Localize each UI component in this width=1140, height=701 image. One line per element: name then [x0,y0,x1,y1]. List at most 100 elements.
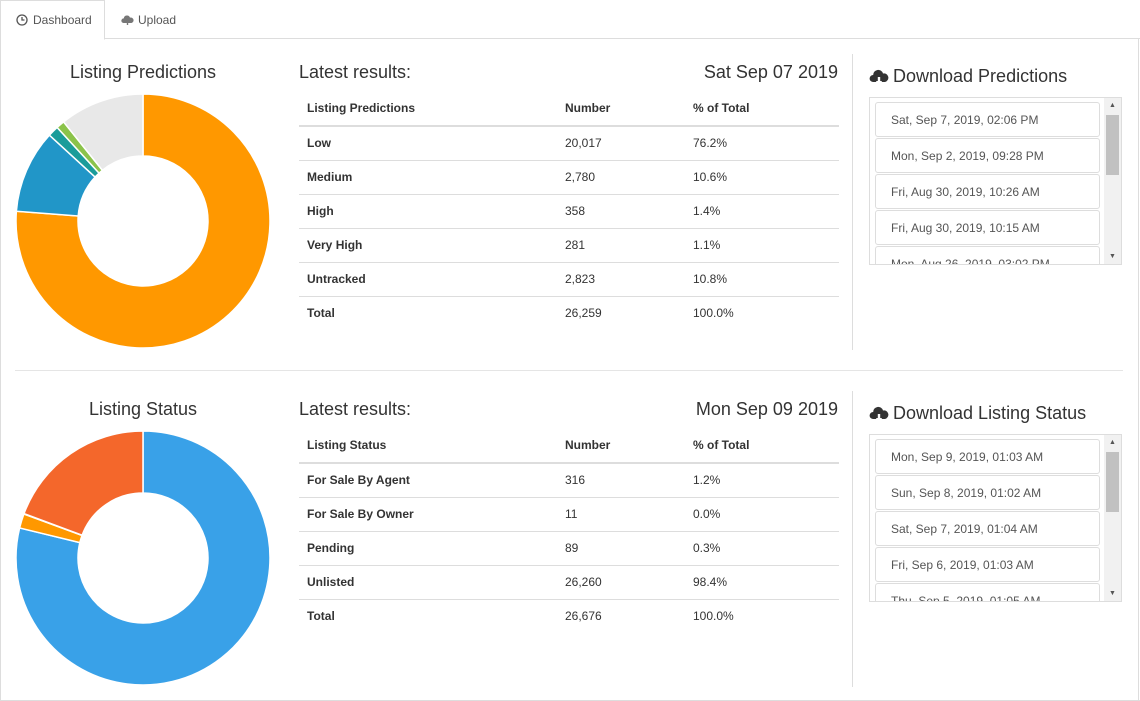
download-item[interactable]: Fri, Sep 6, 2019, 01:03 AM [875,547,1100,582]
donut-slice-untracked[interactable] [62,93,144,172]
donut-slice-low[interactable] [15,93,271,349]
cloud-download-icon [869,406,889,422]
section-divider [15,370,1123,371]
scroll-thumb[interactable] [1106,115,1119,175]
row-number: 2,823 [557,262,685,297]
status-latest-label: Latest results: [299,399,412,419]
predictions-donut-chart [15,93,271,349]
row-label: For Sale By Owner [299,497,557,532]
row-label: Total [307,609,335,624]
row-percent: 10.8% [685,262,839,297]
predictions-section: Listing Predictions Latest results: Sat … [0,40,1140,360]
download-predictions-label: Download Predictions [893,66,1068,86]
download-item[interactable]: Fri, Aug 30, 2019, 10:26 AM [875,174,1100,209]
scroll-thumb[interactable] [1106,452,1119,512]
row-label: Medium [299,160,557,195]
table-row: For Sale By Agent 316 1.2% [299,463,839,498]
row-number: 26,260 [557,565,685,600]
table-row: Unlisted 26,260 98.4% [299,565,839,600]
row-label: Unlisted [299,565,557,600]
cloud-upload-icon [121,14,134,26]
status-latest-date: Mon Sep 09 2019 [695,399,838,419]
tab-dashboard-label: Dashboard [33,13,92,27]
row-number: 358 [557,194,685,229]
tab-upload-label: Upload [138,12,177,27]
table-row: High 358 1.4% [299,194,839,229]
download-item[interactable]: Mon, Aug 26, 2019, 03:02 PM [875,246,1100,264]
predictions-table: Listing Predictions Number % of Total Lo… [299,90,839,330]
tab-dashboard[interactable]: Dashboard [0,0,105,40]
download-status-label: Download Listing Status [893,403,1087,423]
table-header: Listing Status [299,427,557,464]
table-row: Low 20,017 76.2% [299,126,839,161]
download-item[interactable]: Fri, Aug 30, 2019, 10:15 AM [875,210,1100,245]
table-row: Total 26,676 100.0% [299,599,839,633]
predictions-latest-date: Sat Sep 07 2019 [703,62,838,82]
tab-upload[interactable]: Upload [106,0,191,39]
download-status-title: Download Listing Status [869,403,1086,424]
status-section: Listing Status Latest results: Mon Sep 0… [0,377,1140,697]
row-percent: 100.0% [693,306,734,321]
download-item[interactable]: Thu, Sep 5, 2019, 01:05 AM [875,583,1100,601]
donut-slice-unlisted[interactable] [15,430,271,686]
row-label: Very High [299,228,557,263]
row-percent: 1.2% [685,463,839,498]
table-header: % of Total [685,427,839,464]
scroll-up-arrow-icon[interactable]: ▲ [1109,102,1116,109]
row-number: 20,017 [557,126,685,161]
vertical-divider [852,54,853,350]
status-chart-title: Listing Status [88,399,198,419]
row-percent: 1.1% [685,228,839,263]
status-donut-chart [15,430,271,686]
download-item[interactable]: Mon, Sep 9, 2019, 01:03 AM [875,439,1100,474]
row-label: Pending [299,531,557,566]
scrollbar[interactable]: ▲ ▼ [1104,98,1121,264]
tab-bar: Dashboard Upload [0,0,1140,40]
status-download-list: Mon, Sep 9, 2019, 01:03 AM Sun, Sep 8, 2… [869,434,1122,602]
panel-border [0,38,1,701]
vertical-divider [852,391,853,687]
row-number: 26,259 [565,306,602,321]
status-table: Listing Status Number % of Total For Sal… [299,427,839,633]
row-label: High [299,194,557,229]
table-row: Untracked 2,823 10.8% [299,262,839,297]
clock-icon [16,14,28,26]
download-item[interactable]: Sat, Sep 7, 2019, 02:06 PM [875,102,1100,137]
row-number: 2,780 [557,160,685,195]
predictions-latest-label: Latest results: [299,62,412,82]
row-number: 11 [557,497,685,532]
row-percent: 100.0% [693,609,734,624]
row-number: 281 [557,228,685,263]
table-row: Total 26,259 100.0% [299,296,839,330]
row-percent: 10.6% [685,160,839,195]
donut-slice-pending[interactable] [23,430,144,537]
predictions-chart-title: Listing Predictions [69,62,217,82]
table-header: % of Total [685,90,839,127]
row-label: Low [299,126,557,161]
cloud-download-icon [869,69,889,85]
scroll-up-arrow-icon[interactable]: ▲ [1109,439,1116,446]
table-header: Number [557,90,685,127]
table-row: For Sale By Owner 11 0.0% [299,497,839,532]
table-header: Listing Predictions [299,90,557,127]
row-label: For Sale By Agent [299,463,557,498]
scroll-down-arrow-icon[interactable]: ▼ [1109,253,1116,260]
table-row: Pending 89 0.3% [299,531,839,566]
table-row: Medium 2,780 10.6% [299,160,839,195]
row-number: 316 [557,463,685,498]
download-item[interactable]: Mon, Sep 2, 2019, 09:28 PM [875,138,1100,173]
scroll-down-arrow-icon[interactable]: ▼ [1109,590,1116,597]
row-percent: 0.0% [685,497,839,532]
row-number: 89 [557,531,685,566]
download-predictions-title: Download Predictions [869,66,1067,87]
table-header-row: Listing Predictions Number % of Total [299,90,839,127]
table-row: Very High 281 1.1% [299,228,839,263]
table-header: Number [557,427,685,464]
row-percent: 0.3% [685,531,839,566]
download-item[interactable]: Sun, Sep 8, 2019, 01:02 AM [875,475,1100,510]
download-item[interactable]: Sat, Sep 7, 2019, 01:04 AM [875,511,1100,546]
scrollbar[interactable]: ▲ ▼ [1104,435,1121,601]
panel-border [1138,38,1139,701]
row-label: Untracked [299,262,557,297]
row-number: 26,676 [565,609,602,624]
